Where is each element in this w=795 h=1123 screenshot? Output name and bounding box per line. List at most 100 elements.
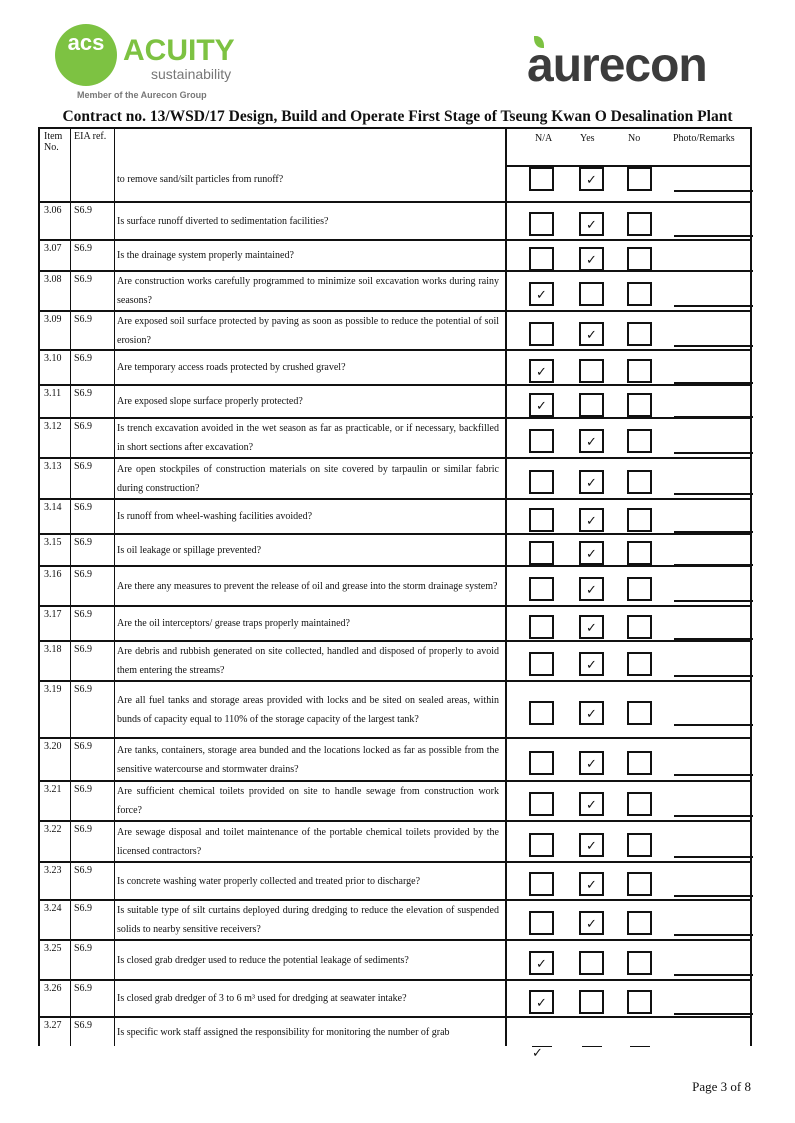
remarks-line[interactable] <box>674 305 753 307</box>
checkbox-na[interactable] <box>529 872 554 896</box>
remarks-line[interactable] <box>674 493 753 495</box>
checkbox-no[interactable] <box>627 429 652 453</box>
checkbox-na[interactable] <box>529 429 554 453</box>
checkbox-no[interactable] <box>627 247 652 271</box>
remarks-line[interactable] <box>674 856 753 858</box>
checkbox-na[interactable] <box>529 167 554 191</box>
checkbox-yes[interactable] <box>579 359 604 383</box>
table-row: 3.27 S6.9 Is specific work staff assigne… <box>40 1016 750 1047</box>
checkbox-na[interactable] <box>529 212 554 236</box>
remarks-line[interactable] <box>674 190 753 192</box>
checkbox-na[interactable] <box>529 911 554 935</box>
checkbox-yes[interactable]: ✓ <box>579 167 604 191</box>
checkbox-no[interactable] <box>627 951 652 975</box>
remarks-line[interactable] <box>674 382 753 384</box>
eia-ref: S6.9 <box>71 863 115 899</box>
question-text: Is oil leakage or spillage prevented? <box>115 535 507 565</box>
remarks-line[interactable] <box>674 774 753 776</box>
remarks-line[interactable] <box>674 345 753 347</box>
checkbox-na[interactable] <box>529 247 554 271</box>
check-mark-icon: ✓ <box>586 435 597 450</box>
checkbox-no[interactable] <box>630 1046 650 1047</box>
checkbox-yes[interactable]: ✓ <box>579 652 604 676</box>
remarks-line[interactable] <box>674 815 753 817</box>
checkbox-no[interactable] <box>627 911 652 935</box>
item-number: 3.26 <box>40 981 71 1016</box>
checkbox-yes[interactable]: ✓ <box>579 792 604 816</box>
checkbox-no[interactable] <box>627 751 652 775</box>
checkbox-no[interactable] <box>627 833 652 857</box>
checkbox-na[interactable] <box>532 1046 552 1047</box>
remarks-line[interactable] <box>674 895 753 897</box>
answer-cell: ✓ <box>507 386 753 418</box>
checkbox-yes[interactable] <box>582 1046 602 1047</box>
checkbox-no[interactable] <box>627 615 652 639</box>
checkbox-no[interactable] <box>627 541 652 565</box>
checkbox-na[interactable]: ✓ <box>529 951 554 975</box>
checkbox-no[interactable] <box>627 872 652 896</box>
checkbox-na[interactable] <box>529 470 554 494</box>
checkbox-yes[interactable] <box>579 951 604 975</box>
checkbox-na[interactable]: ✓ <box>529 990 554 1014</box>
checkbox-na[interactable] <box>529 652 554 676</box>
checkbox-na[interactable] <box>529 577 554 601</box>
checkbox-no[interactable] <box>627 167 652 191</box>
checkbox-yes[interactable]: ✓ <box>579 615 604 639</box>
remarks-line[interactable] <box>674 1013 753 1015</box>
remarks-line[interactable] <box>674 675 753 677</box>
eia-ref: S6.9 <box>71 241 115 270</box>
checkbox-yes[interactable]: ✓ <box>579 751 604 775</box>
check-mark-icon: ✓ <box>586 798 597 813</box>
remarks-line[interactable] <box>674 934 753 936</box>
checkbox-na[interactable]: ✓ <box>529 282 554 306</box>
checkbox-yes[interactable]: ✓ <box>579 701 604 725</box>
checkbox-yes[interactable]: ✓ <box>579 508 604 532</box>
question-text: Are temporary access roads protected by … <box>115 351 507 384</box>
checkbox-yes[interactable]: ✓ <box>579 577 604 601</box>
checkbox-no[interactable] <box>627 470 652 494</box>
checkbox-na[interactable]: ✓ <box>529 359 554 383</box>
remarks-line[interactable] <box>674 974 753 976</box>
checkbox-na[interactable] <box>529 751 554 775</box>
checkbox-no[interactable] <box>627 652 652 676</box>
checkbox-no[interactable] <box>627 322 652 346</box>
checkbox-no[interactable] <box>627 701 652 725</box>
checkbox-yes[interactable]: ✓ <box>579 322 604 346</box>
checkbox-no[interactable] <box>627 359 652 383</box>
remarks-line[interactable] <box>674 638 753 640</box>
remarks-line[interactable] <box>674 531 753 533</box>
remarks-line[interactable] <box>674 600 753 602</box>
checkbox-na[interactable] <box>529 508 554 532</box>
checkbox-na[interactable] <box>529 701 554 725</box>
checkbox-no[interactable] <box>627 282 652 306</box>
checkbox-na[interactable] <box>529 792 554 816</box>
checkbox-yes[interactable] <box>579 393 604 417</box>
checkbox-no[interactable] <box>627 990 652 1014</box>
checkbox-na[interactable] <box>529 322 554 346</box>
checkbox-na[interactable] <box>529 541 554 565</box>
checkbox-yes[interactable]: ✓ <box>579 429 604 453</box>
eia-ref: S6.9 <box>71 739 115 780</box>
checkbox-yes[interactable]: ✓ <box>579 541 604 565</box>
checkbox-yes[interactable]: ✓ <box>579 212 604 236</box>
checkbox-no[interactable] <box>627 792 652 816</box>
checkbox-no[interactable] <box>627 508 652 532</box>
checkbox-no[interactable] <box>627 577 652 601</box>
remarks-line[interactable] <box>674 452 753 454</box>
checkbox-yes[interactable]: ✓ <box>579 872 604 896</box>
checkbox-yes[interactable]: ✓ <box>579 470 604 494</box>
remarks-line[interactable] <box>674 235 753 237</box>
checkbox-yes[interactable]: ✓ <box>579 911 604 935</box>
check-mark-icon: ✓ <box>586 218 597 233</box>
checkbox-yes[interactable]: ✓ <box>579 247 604 271</box>
checkbox-no[interactable] <box>627 393 652 417</box>
checkbox-no[interactable] <box>627 212 652 236</box>
checkbox-na[interactable] <box>529 833 554 857</box>
checkbox-yes[interactable] <box>579 282 604 306</box>
checkbox-na[interactable] <box>529 615 554 639</box>
header-yes: Yes <box>580 133 595 144</box>
remarks-line[interactable] <box>674 724 753 726</box>
checkbox-yes[interactable]: ✓ <box>579 833 604 857</box>
checkbox-na[interactable]: ✓ <box>529 393 554 417</box>
checkbox-yes[interactable] <box>579 990 604 1014</box>
